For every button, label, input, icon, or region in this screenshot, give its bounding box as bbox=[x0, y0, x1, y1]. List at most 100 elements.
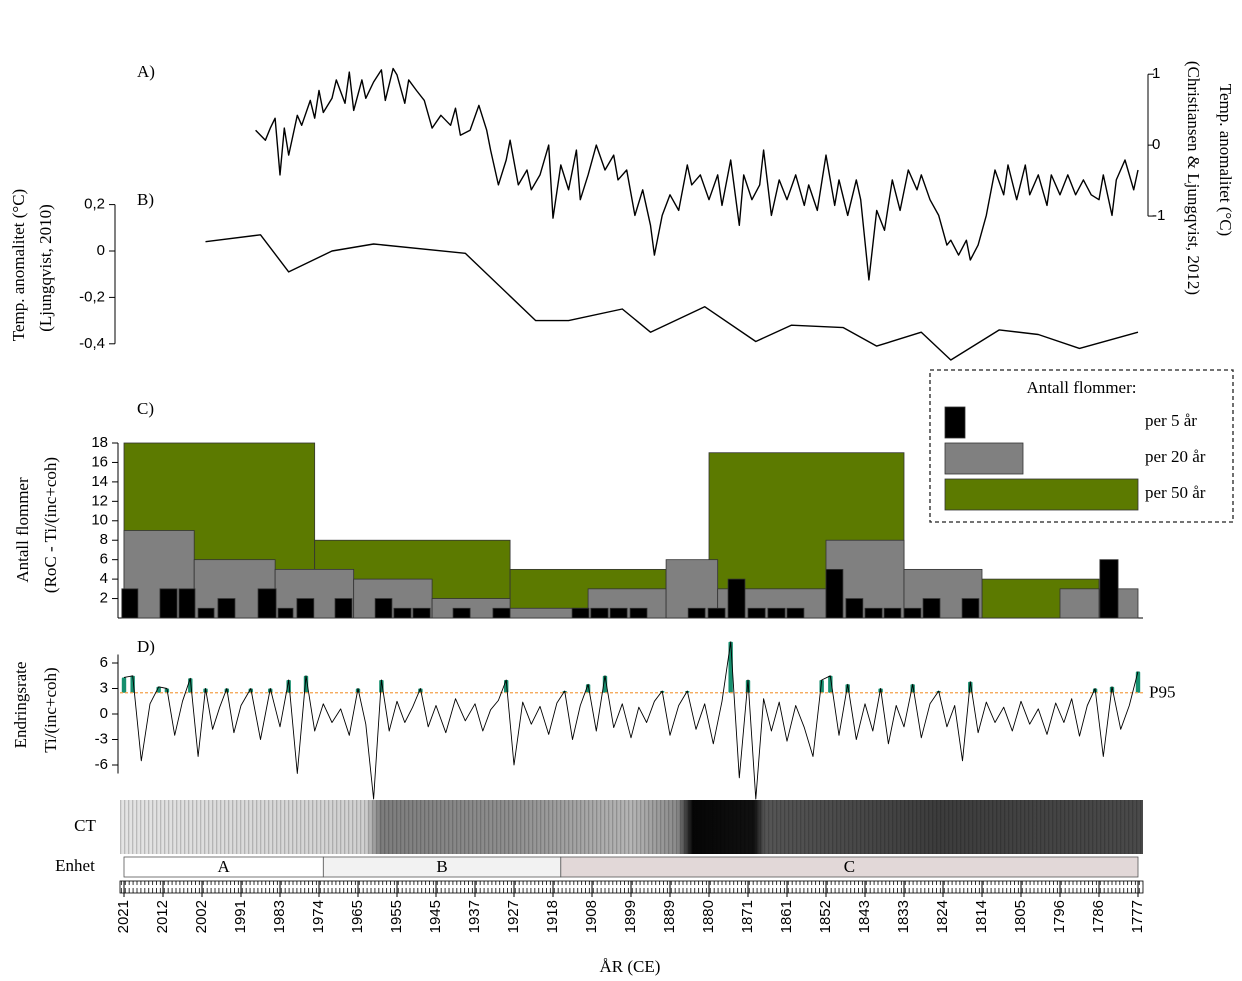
y-tick-label: 16 bbox=[91, 453, 108, 470]
legend-label: per 50 år bbox=[1145, 483, 1206, 502]
legend-swatch bbox=[944, 442, 1024, 475]
bar bbox=[121, 588, 139, 619]
y-tick-label: -3 bbox=[95, 730, 108, 747]
unit-segment bbox=[560, 856, 1139, 878]
x-tick-label: 1805 bbox=[1012, 900, 1029, 933]
x-tick-label: 1814 bbox=[973, 900, 990, 933]
y-tick-label: 2 bbox=[100, 590, 108, 607]
bar bbox=[257, 588, 277, 619]
ct-texture bbox=[120, 800, 1143, 854]
ct-label: CT bbox=[74, 816, 96, 835]
x-tick-label: 1899 bbox=[622, 900, 639, 933]
x-tick-label: 2021 bbox=[115, 900, 132, 933]
x-tick-label: 2012 bbox=[154, 900, 171, 933]
y-axis-subtitle: Ti/(inc+coh) bbox=[41, 667, 60, 752]
bar bbox=[159, 588, 178, 619]
bar bbox=[590, 607, 609, 619]
y-axis-subtitle: (Ljungqvist, 2010) bbox=[36, 204, 55, 332]
y-tick-label: 10 bbox=[91, 512, 108, 529]
y-axis-subtitle: (Christiansen & Ljungqvist, 2012) bbox=[1184, 61, 1203, 295]
bar bbox=[353, 578, 433, 619]
y-tick-label: 6 bbox=[100, 551, 108, 568]
y-axis-title: Temp. anomalitet (°C) bbox=[1216, 84, 1235, 236]
exceedance bbox=[1135, 671, 1141, 693]
y-tick-label: 0 bbox=[1152, 136, 1160, 153]
bar bbox=[197, 607, 215, 619]
y-tick-label: -1 bbox=[1152, 207, 1165, 224]
panel-label: B) bbox=[137, 190, 154, 209]
x-tick-label: 1889 bbox=[661, 900, 678, 933]
y-axis-title: Antall flommer bbox=[13, 477, 32, 583]
legend-swatch bbox=[944, 478, 1139, 511]
x-tick-label: 1796 bbox=[1051, 900, 1068, 933]
panel-label: D) bbox=[137, 637, 155, 656]
x-tick-label: 1927 bbox=[505, 900, 522, 933]
unit-label: B bbox=[436, 857, 447, 876]
bar bbox=[1059, 588, 1100, 619]
bar bbox=[961, 598, 980, 619]
x-tick-label: 1843 bbox=[856, 900, 873, 933]
y-tick-label: -0,2 bbox=[79, 288, 105, 305]
bar bbox=[334, 598, 353, 619]
y-tick-label: 4 bbox=[100, 570, 108, 587]
y-tick-label: 14 bbox=[91, 473, 108, 490]
y-tick-label: 3 bbox=[100, 679, 108, 696]
legend-swatch bbox=[944, 406, 966, 439]
exceedance bbox=[828, 675, 833, 693]
bar bbox=[609, 607, 628, 619]
x-tick-label: 1955 bbox=[388, 900, 405, 933]
data-line bbox=[205, 234, 1139, 361]
x-tick-label: 1824 bbox=[934, 900, 951, 933]
x-tick-label: 1880 bbox=[700, 900, 717, 933]
y-tick-label: 1 bbox=[1152, 65, 1160, 82]
data-line bbox=[255, 67, 1139, 281]
legend-label: per 20 år bbox=[1145, 447, 1206, 466]
y-tick-label: 0 bbox=[97, 242, 105, 259]
units-label: Enhet bbox=[55, 856, 95, 875]
y-axis-title: Temp. anomalitet (°C) bbox=[9, 189, 28, 341]
y-axis-subtitle: (RoC - Ti/(inc+coh) bbox=[41, 457, 60, 593]
bar bbox=[178, 588, 196, 619]
bar bbox=[883, 607, 902, 619]
x-tick-label: 1983 bbox=[271, 900, 288, 933]
bar bbox=[825, 568, 844, 619]
legend-box bbox=[929, 369, 1234, 523]
bar bbox=[393, 607, 412, 619]
bar bbox=[864, 607, 883, 619]
bar bbox=[707, 607, 726, 619]
bar bbox=[296, 598, 315, 619]
bar bbox=[727, 578, 746, 619]
unit-label: C bbox=[844, 857, 855, 876]
y-tick-label: 0 bbox=[100, 705, 108, 722]
y-tick-label: -0,4 bbox=[79, 335, 105, 352]
x-tick-label: 1965 bbox=[349, 900, 366, 933]
y-tick-label: 12 bbox=[91, 492, 108, 509]
bar bbox=[571, 607, 590, 619]
bar bbox=[903, 607, 922, 619]
bar bbox=[277, 607, 294, 619]
threshold-label: P95 bbox=[1149, 683, 1175, 702]
y-axis-title: Endringsrate bbox=[11, 662, 30, 749]
bar bbox=[412, 607, 431, 619]
bar bbox=[629, 607, 648, 619]
x-tick-label: 1937 bbox=[466, 900, 483, 933]
x-tick-label: 1786 bbox=[1090, 900, 1107, 933]
x-tick-label: 1777 bbox=[1129, 900, 1146, 933]
y-tick-label: 6 bbox=[100, 654, 108, 671]
x-tick-label: 1833 bbox=[895, 900, 912, 933]
legend-label: per 5 år bbox=[1145, 411, 1197, 430]
bar bbox=[747, 607, 766, 619]
x-tick-label: 1974 bbox=[310, 900, 327, 933]
bar bbox=[767, 607, 786, 619]
y-tick-label: -6 bbox=[95, 756, 108, 773]
bar bbox=[845, 598, 864, 619]
y-tick-label: 0,2 bbox=[84, 196, 105, 213]
bar bbox=[217, 598, 236, 619]
bar bbox=[922, 598, 941, 619]
bar bbox=[1099, 559, 1119, 619]
x-tick-label: 1945 bbox=[427, 900, 444, 933]
legend-title: Antall flommer: bbox=[1026, 378, 1136, 397]
x-tick-label: 1918 bbox=[544, 900, 561, 933]
bar bbox=[687, 607, 706, 619]
